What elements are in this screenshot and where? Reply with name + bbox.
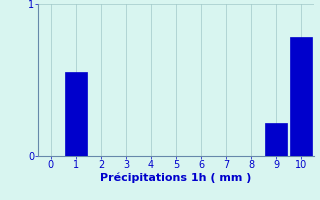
Bar bbox=[266, 123, 287, 156]
Bar bbox=[65, 72, 86, 156]
Bar bbox=[291, 37, 312, 156]
X-axis label: Précipitations 1h ( mm ): Précipitations 1h ( mm ) bbox=[100, 173, 252, 183]
